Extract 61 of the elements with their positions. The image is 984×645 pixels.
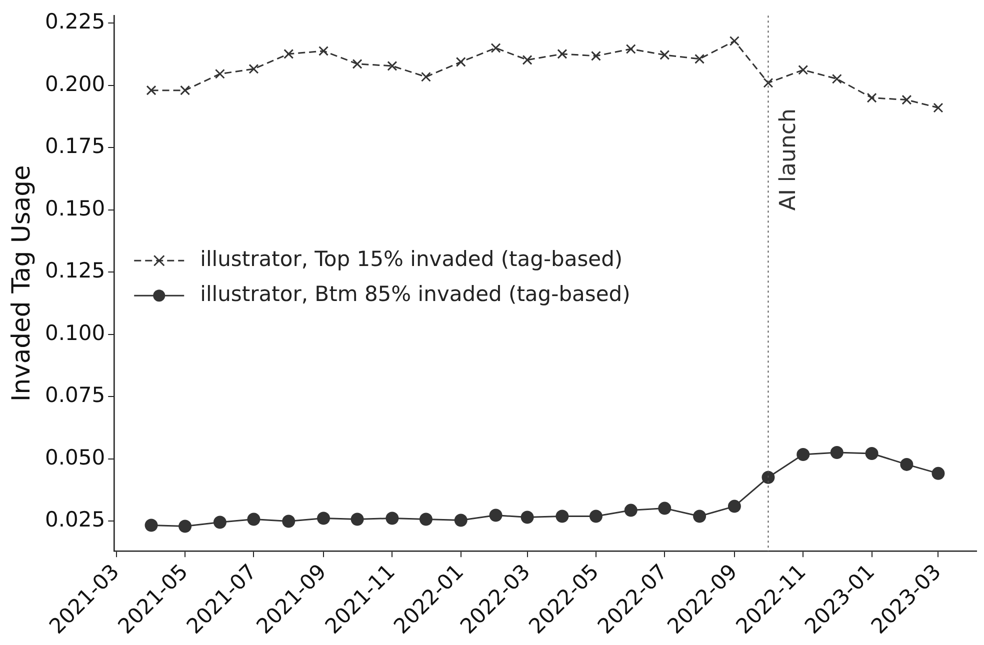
- point: [178, 520, 192, 533]
- ref-line-label: AI launch: [776, 108, 801, 211]
- y-tick-label: 0.025: [44, 508, 106, 532]
- point: [902, 94, 912, 105]
- legend-label: illustrator, Btm 85% invaded (tag-based): [200, 282, 630, 306]
- point: [932, 466, 945, 480]
- point: [387, 60, 398, 71]
- point: [214, 68, 225, 79]
- point: [624, 504, 638, 517]
- y-tick-label: 0.100: [44, 320, 106, 345]
- point: [180, 85, 190, 96]
- point: [522, 54, 532, 65]
- point: [350, 512, 364, 526]
- y-tick-label: 0.200: [44, 72, 106, 96]
- point: [317, 512, 330, 525]
- point: [318, 46, 329, 56]
- point: [762, 470, 775, 484]
- point: [419, 512, 432, 526]
- point: [557, 48, 568, 59]
- point: [728, 500, 741, 513]
- point: [660, 50, 670, 60]
- point: [248, 64, 259, 74]
- point: [866, 92, 877, 103]
- point: [658, 502, 672, 515]
- point: [626, 44, 636, 54]
- point: [798, 64, 808, 75]
- point: [284, 48, 294, 59]
- y-tick-label: 0.050: [44, 445, 106, 470]
- y-tick-label: 0.075: [44, 383, 106, 408]
- point: [144, 518, 158, 532]
- point: [830, 446, 844, 459]
- point: [213, 516, 226, 529]
- point: [282, 514, 296, 528]
- point: [556, 510, 569, 523]
- legend-label: illustrator, Top 15% invaded (tag-based): [200, 247, 623, 272]
- y-axis-title: Invaded Tag Usage: [6, 165, 36, 402]
- point: [489, 508, 502, 522]
- point: [865, 446, 878, 460]
- y-tick-label: 0.150: [44, 196, 106, 220]
- point: [490, 42, 501, 53]
- point: [352, 58, 362, 69]
- point: [589, 510, 602, 523]
- y-tick-label: 0.225: [44, 10, 106, 34]
- point: [520, 510, 534, 524]
- point: [763, 78, 774, 88]
- point: [900, 458, 914, 471]
- point: [693, 510, 706, 523]
- y-tick-label: 0.125: [44, 258, 106, 283]
- point: [832, 74, 842, 84]
- point: [694, 54, 705, 64]
- point: [729, 36, 740, 46]
- point: [386, 512, 399, 525]
- point: [456, 56, 466, 67]
- point: [454, 514, 468, 527]
- point: [420, 72, 431, 82]
- point: [590, 50, 601, 61]
- y-tick-label: 0.175: [44, 134, 106, 158]
- point: [933, 102, 944, 113]
- point: [796, 448, 810, 461]
- point: [146, 85, 156, 96]
- point: [247, 512, 260, 526]
